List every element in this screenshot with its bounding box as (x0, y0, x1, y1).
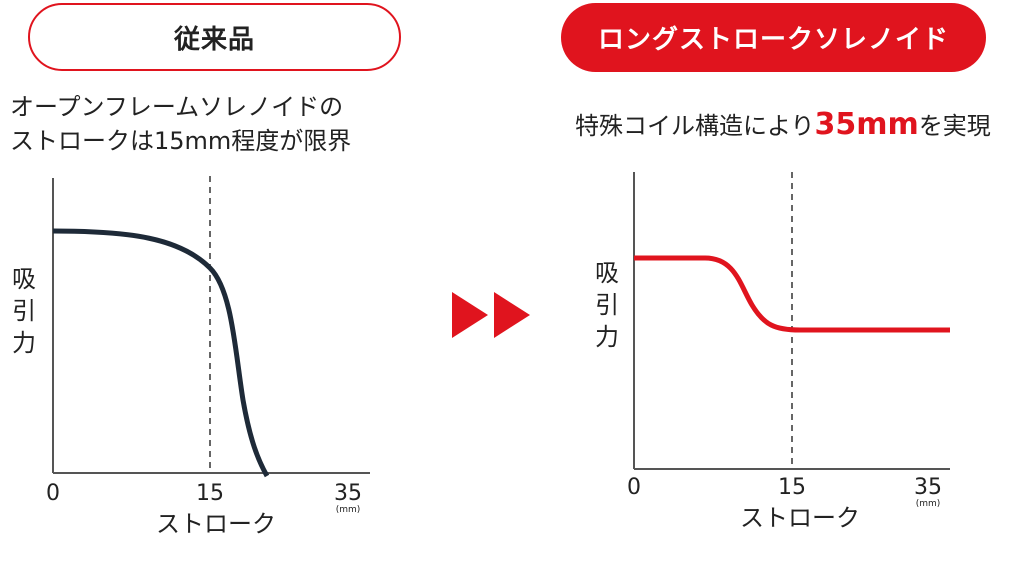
conventional-ylabel-2: 引 (12, 297, 36, 325)
long-stroke-ylabel-3: 力 (595, 323, 619, 351)
long-stroke-badge: ロングストロークソレノイド (561, 3, 986, 72)
long-stroke-caption-highlight: 35mm (814, 107, 919, 142)
long-stroke-tick-15: 15 (778, 475, 806, 500)
long-stroke-badge-label: ロングストロークソレノイド (597, 25, 949, 55)
long-stroke-ylabel-2: 引 (595, 291, 619, 319)
long-stroke-tick-35: 35 (914, 475, 942, 500)
long-stroke-ylabel-1: 吸 (595, 259, 619, 287)
long-stroke-unit: (mm) (916, 499, 941, 509)
conventional-tick-0: 0 (46, 481, 60, 506)
conventional-unit: (mm) (336, 505, 361, 515)
conventional-caption-line1: オープンフレームソレノイドの (10, 93, 344, 121)
conventional-xlabel: ストローク (156, 510, 276, 538)
long-stroke-force-curve (634, 255, 950, 333)
conventional-force-curve (52, 228, 270, 478)
conventional-ylabel-1: 吸 (12, 265, 36, 293)
long-stroke-caption-pre: 特殊コイル構造により (575, 112, 815, 140)
conventional-tick-15: 15 (196, 481, 224, 506)
conventional-tick-35: 35 (334, 481, 362, 506)
long-stroke-tick-0: 0 (627, 475, 641, 500)
long-stroke-chart: 吸 引 力 0 15 35 (mm) ストローク (595, 172, 950, 532)
conventional-caption-line2: ストロークは15mm程度が限界 (10, 127, 352, 155)
conventional-chart: 吸 引 力 0 15 35 (mm) ストローク (12, 176, 370, 538)
long-stroke-xlabel: ストローク (740, 504, 860, 532)
conventional-badge-label: 従来品 (173, 24, 255, 55)
long-stroke-caption-post: を実現 (918, 112, 991, 140)
double-right-arrow-icon (452, 292, 530, 338)
conventional-caption: オープンフレームソレノイドの ストロークは15mm程度が限界 (10, 90, 351, 158)
conventional-badge: 従来品 (28, 3, 401, 71)
long-stroke-caption: 特殊コイル構造により35mmを実現 (575, 108, 991, 143)
conventional-ylabel-3: 力 (12, 329, 36, 357)
